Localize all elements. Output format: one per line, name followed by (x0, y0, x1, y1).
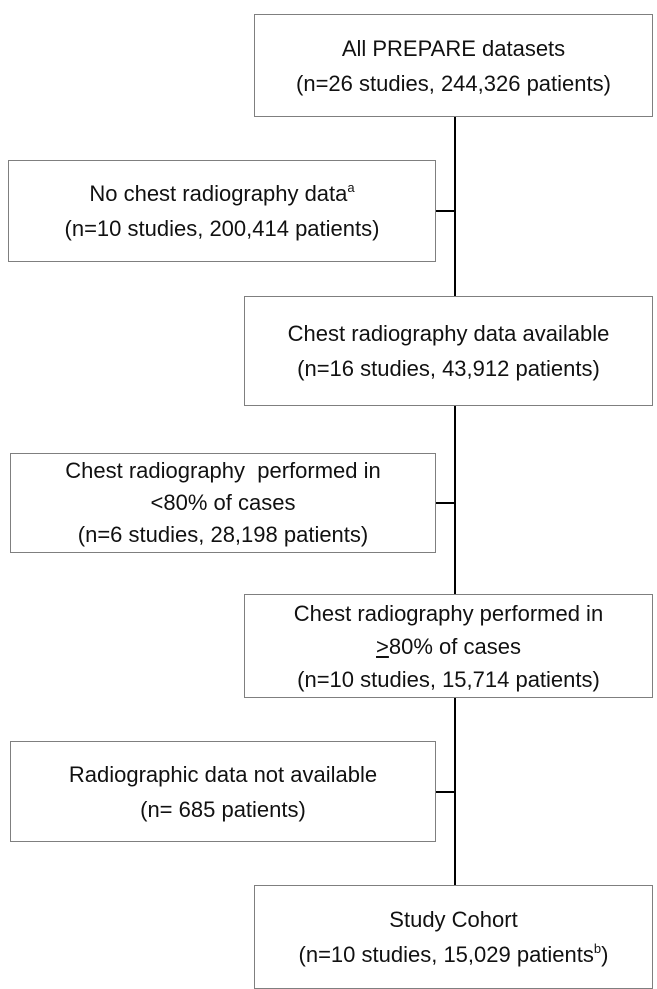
footnote-mark: a (347, 180, 355, 195)
node-text: (n=16 studies, 43,912 patients) (297, 356, 600, 381)
node-text: (n=26 studies, 244,326 patients) (296, 70, 611, 96)
node-text: No chest radiography dataa (89, 176, 354, 211)
node-text: Chest radiography performed in (293, 600, 604, 626)
node-box: Chest radiography performed in <80% of c… (10, 453, 436, 553)
node-text: Chest radiography performed in (65, 458, 381, 483)
node-box: Radiographic data not available (n= 685 … (10, 741, 436, 842)
node-text: (n= 685 patients) (140, 796, 306, 822)
node-text: Chest radiography data available (287, 321, 610, 346)
node-text: (n=10 studies, 15,029 patientsb) (299, 937, 609, 972)
node-text: No chest radiography data (89, 181, 348, 206)
node-text: Study Cohort (389, 907, 518, 932)
node-text: >80% of cases (376, 630, 521, 663)
node-box: Chest radiography performed in >80% of c… (244, 594, 653, 698)
node-text: <80% of cases (150, 490, 296, 515)
node-text: All PREPARE datasets (341, 35, 566, 61)
footnote-mark: b (593, 941, 602, 956)
node-box: No chest radiography dataa (n=10 studies… (8, 160, 436, 262)
node-text: ) (601, 942, 609, 967)
node-box: All PREPARE datasets (n=26 studies, 244,… (254, 14, 653, 117)
node-text: Radiographic data not available (68, 761, 378, 787)
node-text: (n=10 studies, 15,714 patients) (297, 666, 600, 692)
node-box: Study Cohort (n=10 studies, 15,029 patie… (254, 885, 653, 989)
node-box: Chest radiography data available (n=16 s… (244, 296, 653, 406)
symbol: > (376, 633, 389, 659)
node-text: (n=10 studies, 200,414 patients) (64, 216, 380, 241)
node-text: (n=6 studies, 28,198 patients) (77, 522, 369, 547)
node-text: (n=10 studies, 15,029 patients (298, 942, 594, 967)
node-text: 80% of cases (388, 633, 521, 659)
